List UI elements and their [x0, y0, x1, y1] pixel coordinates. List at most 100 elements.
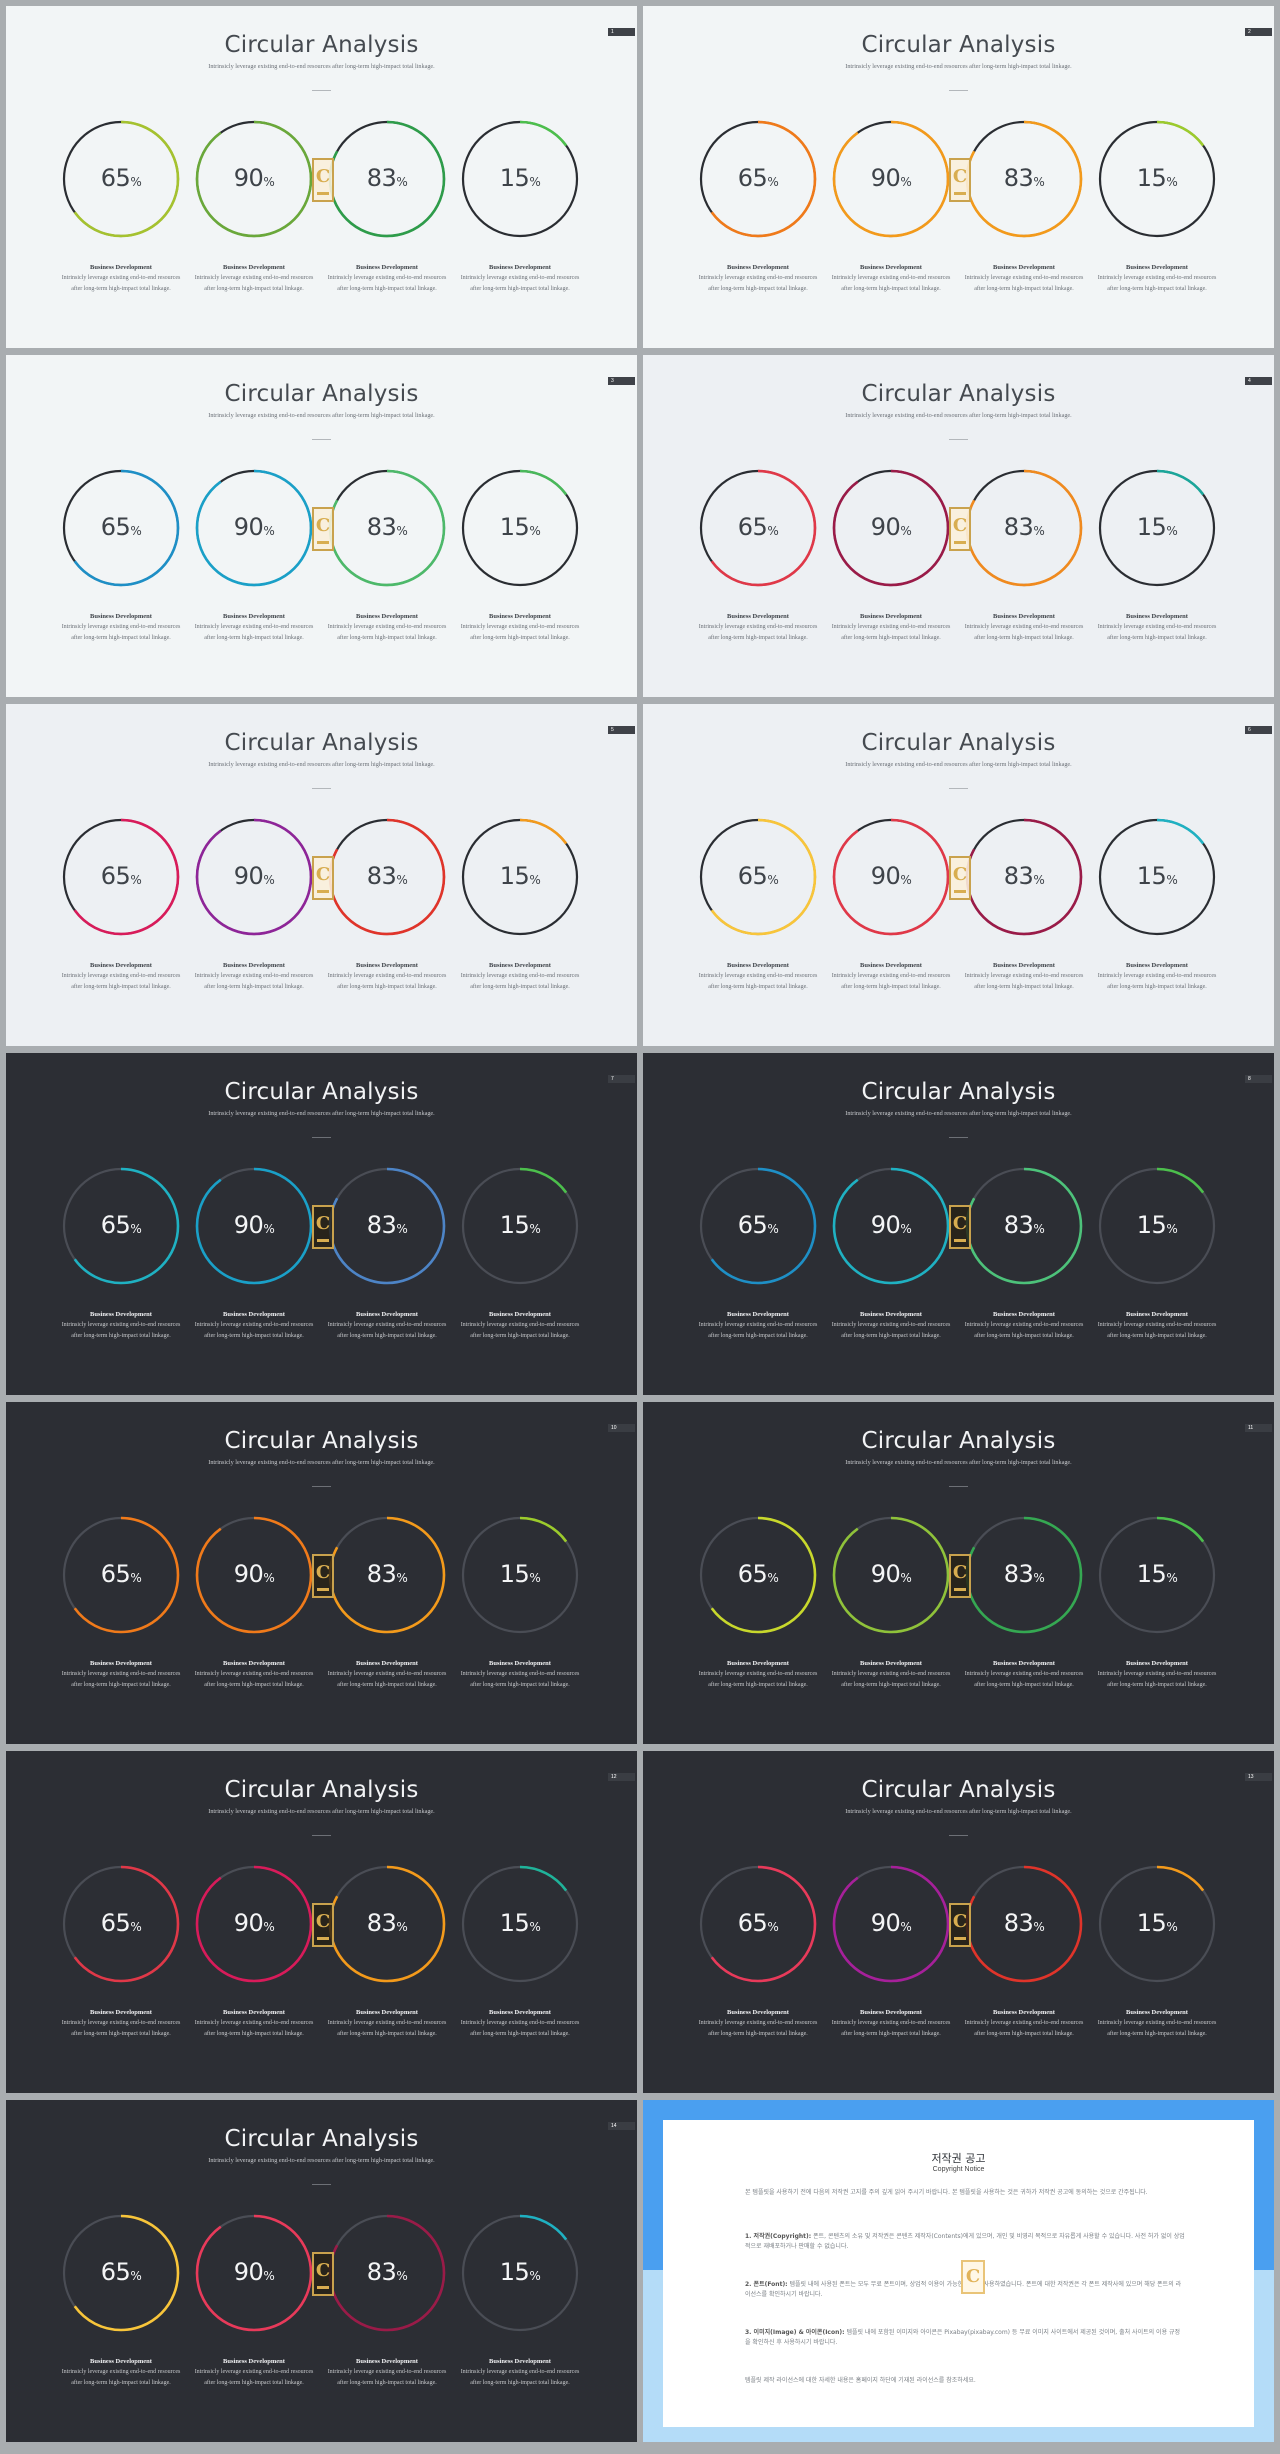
slide-subtitle: Intrinsicly leverage existing end-to-end…	[845, 1459, 1072, 1466]
percentage-number: 90	[870, 862, 901, 890]
page-number: 6	[1245, 726, 1272, 734]
caption: Business Development Intrinsicly leverage…	[322, 1310, 452, 1342]
ring-svg	[461, 1167, 579, 1285]
caption: Business Development Intrinsicly leverage…	[455, 612, 585, 644]
caption-heading: Business Development	[489, 1660, 551, 1667]
title-divider	[949, 90, 968, 91]
percentage-value: 15%	[1097, 862, 1217, 890]
percentage-value: 83%	[327, 2258, 447, 2286]
progress-ring: 65%	[698, 1864, 818, 1984]
caption: Business Development Intrinsicly leverage…	[322, 2357, 452, 2389]
percentage-sign: %	[130, 1920, 142, 1934]
caption-text: Intrinsicly leverage existing end-to-end…	[194, 1671, 314, 1688]
caption-text: Intrinsicly leverage existing end-to-end…	[61, 275, 181, 292]
caption-heading: Business Development	[727, 264, 789, 271]
progress-ring: 90%	[831, 468, 951, 588]
percentage-sign: %	[767, 175, 779, 189]
percentage-sign: %	[130, 873, 142, 887]
caption-heading: Business Development	[356, 613, 418, 620]
percentage-number: 65	[100, 862, 131, 890]
caption-text: Intrinsicly leverage existing end-to-end…	[61, 973, 181, 990]
ring-svg	[1098, 1516, 1216, 1634]
caption-heading: Business Development	[1126, 2009, 1188, 2016]
slide-title: Circular Analysis	[224, 2126, 419, 2152]
title-divider	[312, 788, 331, 789]
watermark-bar	[954, 1937, 966, 1940]
ring-svg	[62, 120, 180, 238]
percentage-number: 83	[1003, 513, 1034, 541]
ring-progress-arc	[62, 120, 180, 238]
watermark-logo: C	[949, 856, 971, 900]
watermark-logo: C	[312, 2252, 334, 2296]
watermark-letter: C	[315, 2260, 331, 2281]
percentage-sign: %	[529, 1571, 541, 1585]
watermark-letter: C	[315, 515, 331, 536]
percentage-number: 90	[233, 1211, 264, 1239]
caption-text: Intrinsicly leverage existing end-to-end…	[831, 973, 951, 990]
progress-ring: 83%	[964, 1515, 1084, 1635]
caption-heading: Business Development	[993, 1311, 1055, 1318]
slide-title: Circular Analysis	[861, 32, 1056, 58]
ring-svg	[699, 469, 817, 587]
percentage-value: 15%	[1097, 1560, 1217, 1588]
caption: Business Development Intrinsicly leverage…	[959, 2008, 1089, 2040]
percentage-value: 90%	[194, 862, 314, 890]
progress-ring: 83%	[327, 119, 447, 239]
ring-progress-arc	[62, 1516, 180, 1634]
caption-text: Intrinsicly leverage existing end-to-end…	[327, 1322, 447, 1339]
ring-svg	[461, 2214, 579, 2332]
caption-heading: Business Development	[356, 1660, 418, 1667]
percentage-number: 90	[870, 1909, 901, 1937]
percentage-value: 90%	[831, 1211, 951, 1239]
progress-ring: 65%	[61, 1166, 181, 1286]
percentage-sign: %	[396, 1571, 408, 1585]
percentage-sign: %	[1033, 1920, 1045, 1934]
progress-ring: 83%	[964, 817, 1084, 937]
percentage-value: 90%	[194, 513, 314, 541]
caption-heading: Business Development	[90, 1311, 152, 1318]
watermark-bar	[954, 1588, 966, 1591]
percentage-value: 90%	[831, 164, 951, 192]
ring-svg	[62, 1516, 180, 1634]
percentage-sign: %	[396, 175, 408, 189]
caption: Business Development Intrinsicly leverage…	[1092, 263, 1222, 295]
slide-title: Circular Analysis	[861, 1428, 1056, 1454]
percentage-value: 65%	[61, 513, 181, 541]
percentage-sign: %	[1033, 1222, 1045, 1236]
caption-text: Intrinsicly leverage existing end-to-end…	[698, 624, 818, 641]
caption-heading: Business Development	[860, 2009, 922, 2016]
percentage-sign: %	[130, 175, 142, 189]
caption-heading: Business Development	[727, 613, 789, 620]
page-number: 5	[608, 726, 635, 734]
ring-svg	[699, 1516, 817, 1634]
progress-ring: 65%	[698, 119, 818, 239]
title-divider	[949, 439, 968, 440]
percentage-sign: %	[900, 1571, 912, 1585]
page-number: 13	[1245, 1773, 1272, 1781]
percentage-number: 65	[737, 1560, 768, 1588]
percentage-sign: %	[900, 175, 912, 189]
caption-text: Intrinsicly leverage existing end-to-end…	[1097, 2020, 1217, 2037]
percentage-value: 83%	[327, 1560, 447, 1588]
progress-ring: 65%	[61, 1515, 181, 1635]
caption-heading: Business Development	[356, 264, 418, 271]
percentage-value: 83%	[327, 1211, 447, 1239]
progress-ring: 90%	[831, 1166, 951, 1286]
caption: Business Development Intrinsicly leverage…	[189, 2357, 319, 2389]
progress-ring: 65%	[61, 119, 181, 239]
ring-svg	[699, 1865, 817, 1983]
percentage-number: 65	[100, 2258, 131, 2286]
slide-subtitle: Intrinsicly leverage existing end-to-end…	[208, 412, 435, 419]
caption-text: Intrinsicly leverage existing end-to-end…	[831, 275, 951, 292]
copyright-p1-text: 폰트, 콘텐츠의 소유 및 저작권은 콘텐츠 제작자(Contents)에게 있…	[745, 2233, 1185, 2250]
ring-svg	[832, 1516, 950, 1634]
percentage-sign: %	[767, 1920, 779, 1934]
caption-heading: Business Development	[993, 264, 1055, 271]
percentage-number: 90	[233, 513, 264, 541]
percentage-value: 90%	[831, 1560, 951, 1588]
percentage-sign: %	[900, 1920, 912, 1934]
progress-ring: 15%	[1097, 1166, 1217, 1286]
progress-ring: 90%	[194, 1166, 314, 1286]
percentage-sign: %	[263, 175, 275, 189]
page-number: 3	[608, 377, 635, 385]
